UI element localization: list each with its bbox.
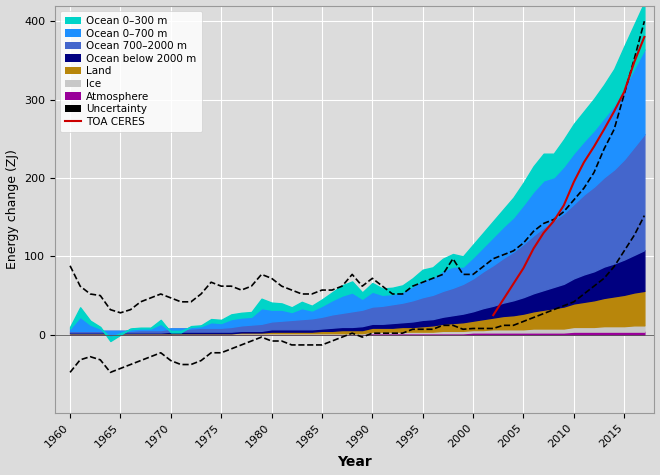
Y-axis label: Energy change (ZJ): Energy change (ZJ) xyxy=(5,150,18,269)
X-axis label: Year: Year xyxy=(337,456,372,469)
Legend: Ocean 0–300 m, Ocean 0–700 m, Ocean 700–2000 m, Ocean below 2000 m, Land, Ice, A: Ocean 0–300 m, Ocean 0–700 m, Ocean 700–… xyxy=(60,11,202,132)
